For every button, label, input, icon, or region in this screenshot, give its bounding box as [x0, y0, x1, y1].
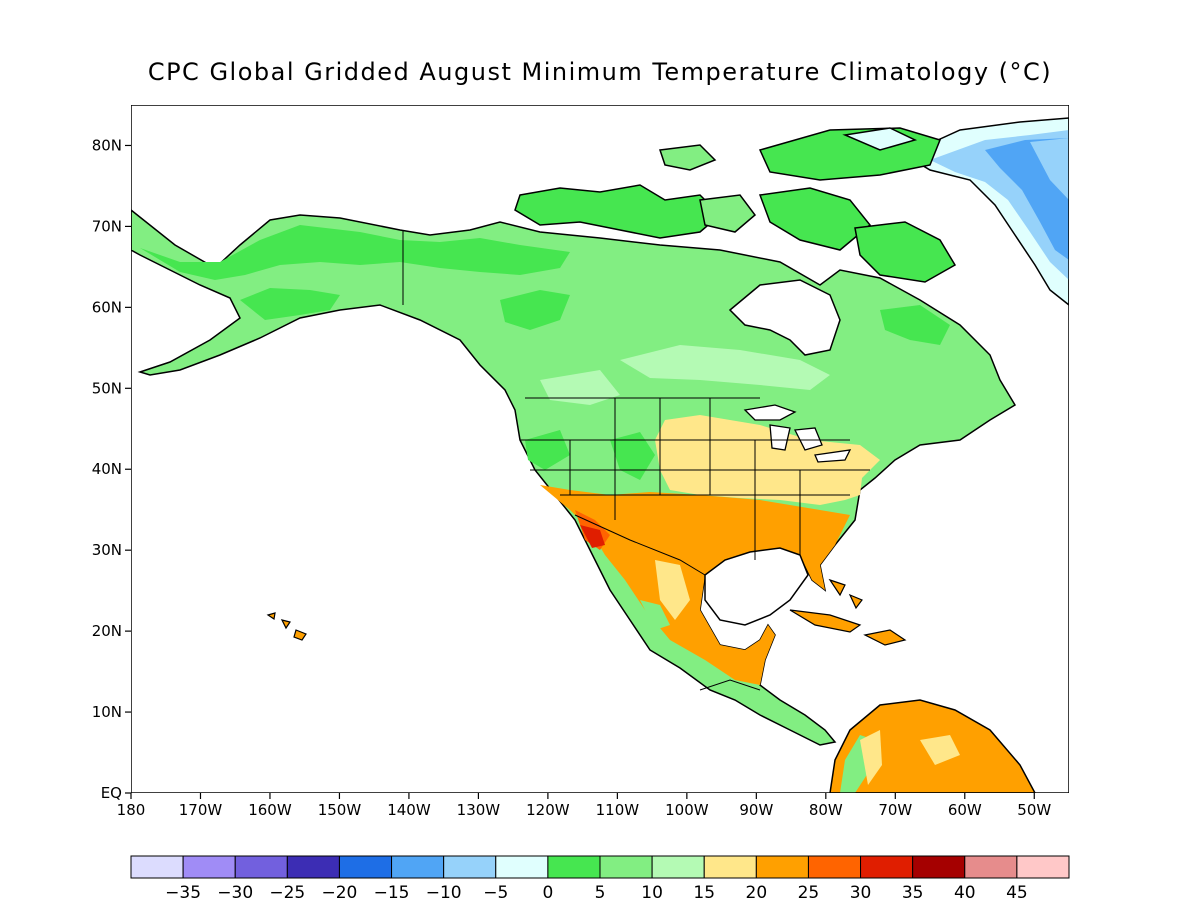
lat-tick-label: 60N: [92, 298, 122, 316]
colorbar-swatch: [443, 855, 497, 879]
colorbar-swatch: [912, 855, 966, 879]
colorbar-label: −5: [483, 883, 508, 900]
colorbar-label: 15: [693, 883, 715, 900]
colorbar-label: −20: [321, 883, 357, 900]
lon-tick-label: 80W: [809, 801, 843, 819]
hudson-bay: [728, 279, 841, 356]
lon-tick-label: 60W: [948, 801, 982, 819]
map-title: CPC Global Gridded August Minimum Temper…: [147, 58, 1053, 86]
lat-tick-label: EQ: [101, 784, 122, 802]
map-plot-area: [131, 105, 1069, 793]
lon-tick-label: 110W: [596, 801, 640, 819]
lon-tick-label: 120W: [526, 801, 570, 819]
lat-tick-label: 20N: [92, 622, 122, 640]
colorbar-label: −35: [165, 883, 201, 900]
colorbar: −35 −30 −25 −20 −15 −10 −5 0 5 10 15 20 25 30 35 40 45: [130, 855, 1070, 900]
colorbar-swatch: [860, 855, 914, 879]
colorbar-swatch: [286, 855, 340, 879]
arctic-archipelago: [514, 127, 957, 283]
greenland-landmass: [903, 117, 1069, 306]
colorbar-label: 5: [595, 883, 606, 900]
colorbar-swatch: [182, 855, 236, 879]
colorbar-swatch: [547, 855, 601, 879]
lat-tick-label: 70N: [92, 217, 122, 235]
colorbar-label: −10: [426, 883, 462, 900]
lat-tick-label: 80N: [92, 136, 122, 154]
lat-tick-label: 30N: [92, 541, 122, 559]
gulf-of-mexico: [704, 547, 809, 626]
colorbar-label: −15: [374, 883, 410, 900]
colorbar-label: 35: [902, 883, 924, 900]
political-borders: [402, 230, 870, 691]
colorbar-label: 10: [641, 883, 663, 900]
lon-tick-label: 70W: [878, 801, 912, 819]
colorbar-swatch: [130, 855, 184, 879]
colorbar-label: 40: [954, 883, 976, 900]
colorbar-label: −30: [217, 883, 253, 900]
lon-tick-label: 90W: [739, 801, 773, 819]
colorbar-swatch: [964, 855, 1018, 879]
colorbar-swatch: [1016, 855, 1070, 879]
colorbar-swatch: [599, 855, 653, 879]
colorbar-label: 20: [746, 883, 768, 900]
lon-tick-label: 170W: [179, 801, 223, 819]
lon-tick-label: 140W: [387, 801, 431, 819]
lon-tick-label: 150W: [318, 801, 362, 819]
colorbar-swatch: [391, 855, 445, 879]
colorbar-label: 25: [798, 883, 820, 900]
colorbar-swatch: [234, 855, 288, 879]
lon-tick-label: 180: [117, 801, 146, 819]
lat-tick-label: 40N: [92, 460, 122, 478]
caribbean-islands: [789, 578, 907, 646]
hawaii-islands: [266, 612, 307, 641]
lon-tick-label: 50W: [1017, 801, 1051, 819]
south-america-landmass: [829, 699, 1036, 793]
lat-tick-label: 10N: [92, 703, 122, 721]
colorbar-label: −25: [269, 883, 305, 900]
lon-tick-label: 130W: [457, 801, 501, 819]
colorbar-label: 0: [542, 883, 553, 900]
colorbar-swatch: [495, 855, 549, 879]
colorbar-swatch: [755, 855, 809, 879]
great-lakes: [743, 404, 852, 463]
lat-tick-label: 50N: [92, 379, 122, 397]
lon-tick-label: 100W: [665, 801, 709, 819]
colorbar-swatch: [651, 855, 705, 879]
colorbar-swatch: [338, 855, 393, 879]
colorbar-swatch: [703, 855, 757, 879]
colorbar-swatch: [807, 855, 862, 879]
colorbar-label: 45: [1006, 883, 1028, 900]
north-america-landmass: [131, 209, 1017, 746]
lon-tick-label: 160W: [248, 801, 292, 819]
colorbar-label: 30: [850, 883, 872, 900]
